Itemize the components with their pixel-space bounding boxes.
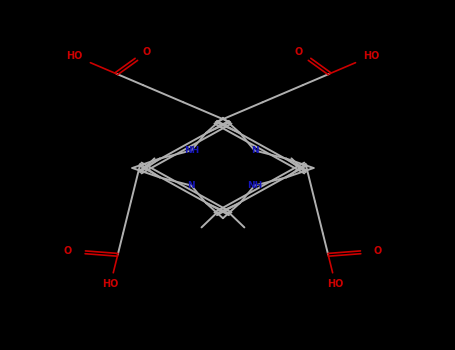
Text: HO: HO [66, 51, 83, 61]
Text: HO: HO [102, 279, 119, 288]
Text: N: N [187, 181, 195, 190]
Text: HO: HO [327, 279, 344, 288]
Text: O: O [374, 246, 382, 256]
Text: O: O [295, 47, 303, 57]
Text: NH: NH [184, 146, 199, 155]
Text: HO: HO [363, 51, 379, 61]
Text: NH: NH [247, 181, 262, 190]
Text: N: N [251, 146, 258, 155]
Text: O: O [64, 246, 72, 256]
Text: O: O [143, 47, 151, 57]
